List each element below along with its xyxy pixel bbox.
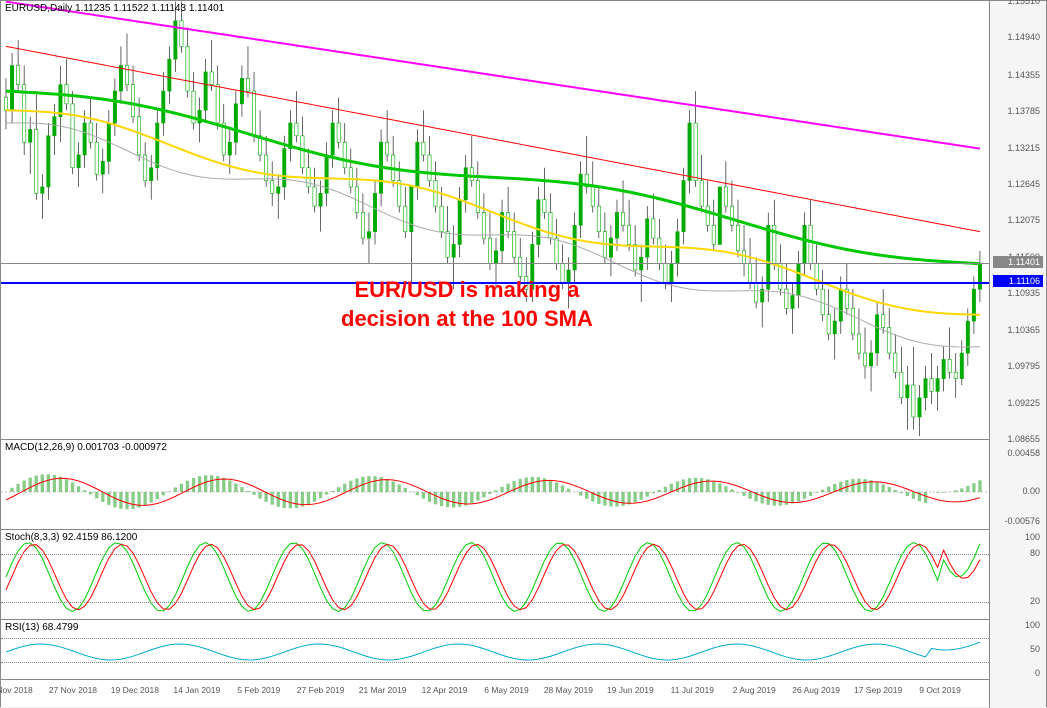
chart-container: EURUSD,Daily 1.11235 1.11522 1.11143 1.1… [0, 0, 1047, 707]
chart-annotation: EUR/USD is making a decision at the 100 … [341, 276, 593, 333]
x-tick-label: 21 Mar 2019 [359, 685, 407, 695]
stoch-panel[interactable]: Stoch(8,3,3) 92.4159 86.1200 [1, 529, 991, 619]
main-price-panel[interactable]: EUR/USD is making a decision at the 100 … [1, 1, 991, 439]
annotation-line-2: decision at the 100 SMA [341, 305, 593, 334]
stoch-label: Stoch(8,3,3) 92.4159 86.1200 [5, 532, 137, 543]
x-tick-label: 19 Dec 2018 [111, 685, 159, 695]
x-tick-label: 2 Aug 2019 [733, 685, 776, 695]
price-marker: 1.11106 [993, 275, 1043, 287]
x-tick-label: 19 Jun 2019 [607, 685, 654, 695]
y-tick-label: 1.12075 [1007, 215, 1040, 225]
x-tick-label: 5 Nov 2018 [0, 685, 33, 695]
x-tick-label: 5 Feb 2019 [237, 685, 280, 695]
rsi-label: RSI(13) 68.4799 [5, 622, 78, 633]
x-tick-label: 27 Nov 2018 [49, 685, 97, 695]
rsi-svg [1, 620, 991, 680]
y-tick-label: 1.15510 [1007, 0, 1040, 6]
x-tick-label: 27 Feb 2019 [297, 685, 345, 695]
y-axis-column: 1.15510 1.14940 1.14355 1.13785 1.13215 1.126… [989, 1, 1046, 708]
rsi-upper-band [1, 638, 991, 639]
x-tick-label: 14 Jan 2019 [173, 685, 220, 695]
y-tick-label: 1.09225 [1007, 398, 1040, 408]
y-tick-label: 1.09795 [1007, 361, 1040, 371]
indicator-y-label: 100 [1025, 620, 1040, 630]
indicator-y-label: 0 [1035, 668, 1040, 678]
stoch-lower-band [1, 602, 991, 603]
y-tick-label: 1.10935 [1007, 288, 1040, 298]
y-tick-label: 1.14940 [1007, 32, 1040, 42]
stoch-upper-band [1, 554, 991, 555]
rsi-lower-band [1, 662, 991, 663]
chart-title: EURUSD,Daily 1.11235 1.11522 1.11143 1.1… [5, 3, 224, 14]
indicator-y-label: 20 [1030, 596, 1040, 606]
macd-svg [1, 440, 991, 530]
x-tick-label: 12 Apr 2019 [422, 685, 468, 695]
x-tick-label: 11 Jul 2019 [671, 685, 714, 695]
x-tick-label: 17 Sep 2019 [854, 685, 902, 695]
macd-panel[interactable]: MACD(12,26,9) 0.001703 -0.000972 [1, 439, 991, 529]
indicator-y-label: 50 [1030, 644, 1040, 654]
price-marker: 1.11401 [993, 256, 1043, 268]
x-tick-label: 28 May 2019 [544, 685, 593, 695]
price-chart-svg [1, 1, 991, 439]
y-tick-label: 1.13215 [1007, 143, 1040, 153]
rsi-panel[interactable]: RSI(13) 68.4799 [1, 619, 991, 679]
indicator-y-label: 0.00458 [1007, 448, 1040, 458]
indicator-y-label: 80 [1030, 548, 1040, 558]
y-tick-label: 1.14355 [1007, 70, 1040, 80]
stoch-svg [1, 530, 991, 620]
crosshair-line [1, 263, 991, 264]
indicator-y-label: 0.00 [1022, 486, 1040, 496]
macd-label: MACD(12,26,9) 0.001703 -0.000972 [5, 442, 167, 453]
indicator-y-label: -0.00576 [1004, 516, 1040, 526]
x-tick-label: 6 May 2019 [484, 685, 528, 695]
y-tick-label: 1.08655 [1007, 434, 1040, 444]
x-tick-label: 26 Aug 2019 [792, 685, 840, 695]
y-tick-label: 1.12645 [1007, 179, 1040, 189]
annotation-line-1: EUR/USD is making a [341, 276, 593, 305]
x-axis: 5 Nov 2018 27 Nov 2018 19 Dec 2018 14 Jan 2… [1, 679, 991, 707]
x-tick-label: 9 Oct 2019 [919, 685, 961, 695]
y-tick-label: 1.13785 [1007, 106, 1040, 116]
indicator-y-label: 100 [1025, 532, 1040, 542]
y-tick-label: 1.10365 [1007, 325, 1040, 335]
